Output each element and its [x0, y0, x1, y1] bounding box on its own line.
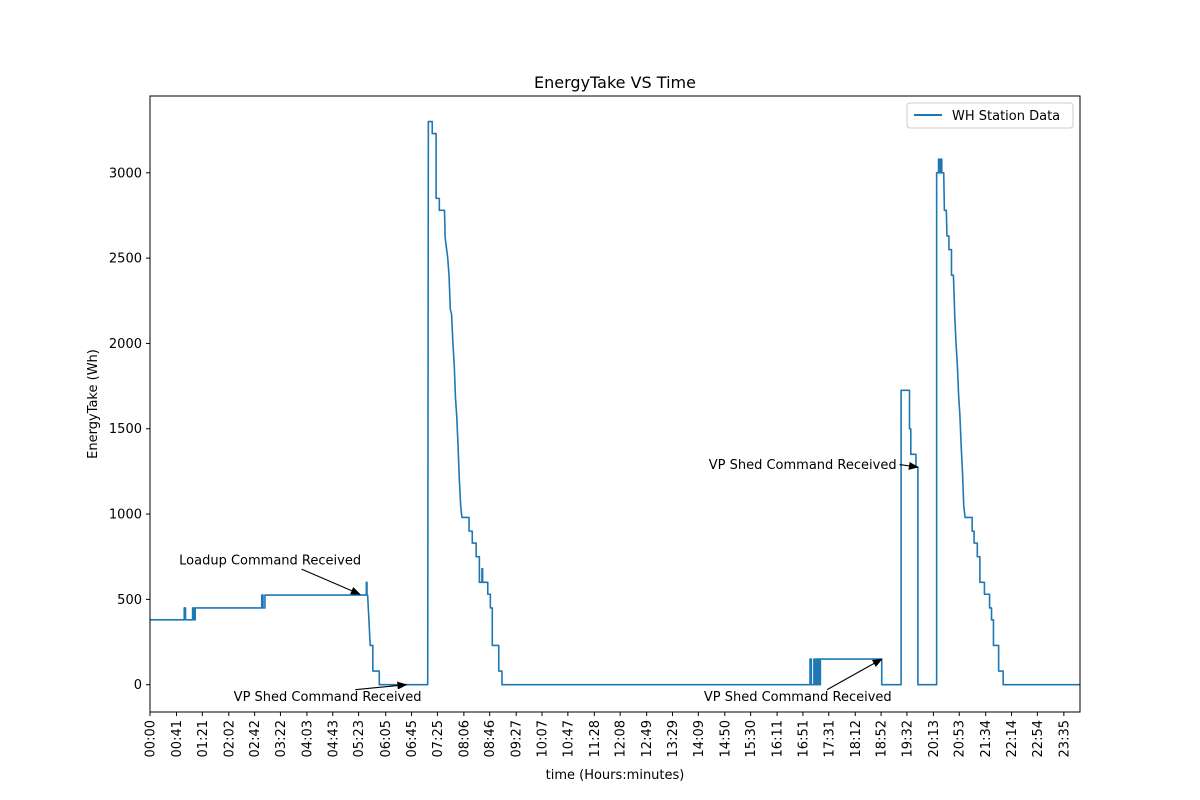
- x-tick-label: 10:07: [536, 720, 551, 757]
- plot-area: [149, 95, 1081, 713]
- y-tick-label: 1000: [109, 508, 142, 523]
- x-tick-label: 20:13: [927, 720, 942, 757]
- axes-frame: [149, 95, 1081, 713]
- annotation-label: VP Shed Command Received: [704, 690, 892, 705]
- axes-background: [150, 96, 1080, 712]
- x-tick-label: 13:29: [666, 720, 681, 757]
- x-tick-label: 14:09: [692, 720, 707, 757]
- y-tick-label: 1500: [109, 422, 142, 437]
- x-tick-label: 12:08: [614, 720, 629, 757]
- y-tick-label: 2000: [109, 337, 142, 352]
- x-tick-label: 22:14: [1005, 720, 1020, 757]
- annotation-arrow: [899, 461, 919, 470]
- annotation-arrow: [826, 658, 883, 691]
- annotation-arrow: [355, 681, 408, 691]
- x-tick-label: 16:11: [771, 720, 786, 757]
- y-tick-label: 500: [117, 593, 142, 608]
- annotation-layer: [301, 461, 919, 691]
- x-tick-label: 22:54: [1031, 720, 1046, 757]
- x-tick-label: 12:49: [640, 720, 655, 757]
- x-tick-label: 11:28: [588, 720, 603, 757]
- series-layer: [150, 120, 1080, 686]
- x-tick-label: 02:42: [248, 720, 263, 757]
- x-tick-label: 04:03: [300, 720, 315, 757]
- legend-box: [906, 102, 1074, 129]
- series-line: [150, 120, 1080, 686]
- x-axis-label: time (Hours:minutes): [546, 768, 685, 783]
- x-tick-label: 06:05: [379, 720, 394, 757]
- x-tick-label: 07:25: [431, 720, 446, 757]
- annotation-label: VP Shed Command Received: [234, 690, 422, 705]
- x-tick-label: 02:02: [222, 720, 237, 757]
- annotation-label: VP Shed Command Received: [709, 458, 897, 473]
- x-tick-label: 15:30: [744, 720, 759, 757]
- x-tick-label: 06:45: [405, 720, 420, 757]
- y-tick-label: 2500: [109, 252, 142, 267]
- x-tick-label: 17:31: [822, 720, 837, 757]
- x-tick-label: 08:06: [457, 720, 472, 757]
- x-tick-label: 18:52: [875, 720, 890, 757]
- y-tick-label: 0: [134, 678, 142, 693]
- x-tick-label: 08:46: [483, 720, 498, 757]
- x-tick-label: 01:21: [196, 720, 211, 757]
- x-tick-label: 18:12: [849, 720, 864, 757]
- x-tick-label: 00:00: [144, 720, 159, 757]
- x-axis: 00:00 00:41 01:21 02:02 02:42 03:22 04:03 04:43…: [144, 712, 1072, 757]
- y-tick-label: 3000: [109, 166, 142, 181]
- x-tick-label: 19:32: [900, 720, 915, 757]
- y-axis-label: EnergyTake (Wh): [86, 349, 101, 459]
- x-tick-label: 09:27: [510, 720, 525, 757]
- x-tick-label: 04:43: [326, 720, 341, 757]
- x-tick-label: 16:51: [796, 720, 811, 757]
- annotation-arrow: [301, 568, 361, 595]
- x-tick-label: 14:50: [718, 720, 733, 757]
- annotation-label: Loadup Command Received: [179, 554, 361, 569]
- x-tick-label: 03:22: [274, 720, 289, 757]
- x-tick-label: 21:34: [979, 720, 994, 757]
- x-tick-label: 10:47: [561, 720, 576, 757]
- x-tick-label: 00:41: [170, 720, 185, 757]
- legend-label: WH Station Data: [952, 109, 1060, 124]
- x-tick-label: 23:35: [1057, 720, 1072, 757]
- x-tick-label: 20:53: [953, 720, 968, 757]
- x-tick-label: 05:23: [352, 720, 367, 757]
- chart-title: EnergyTake VS Time: [534, 73, 696, 92]
- y-axis: 0 500 1000 1500 2000 2500 3000: [109, 166, 150, 693]
- legend: WH Station Data: [906, 102, 1074, 129]
